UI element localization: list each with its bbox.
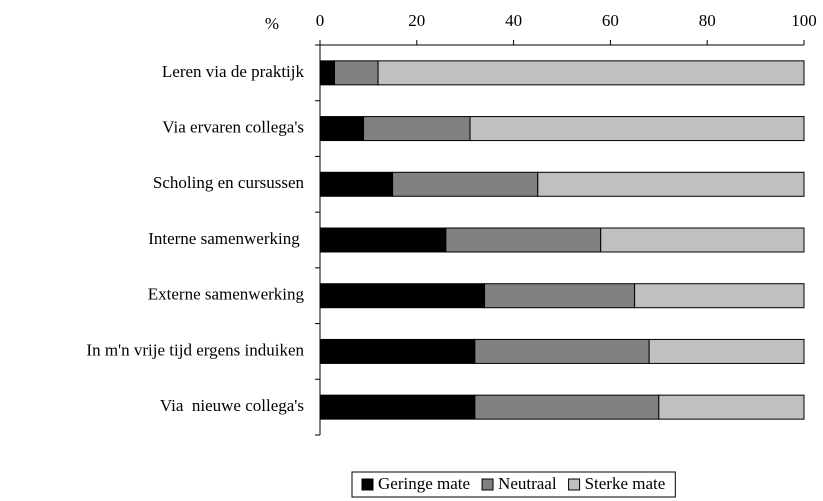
legend: Geringe mate Neutraal Sterke mate — [351, 471, 676, 498]
bar-segment — [319, 394, 476, 420]
bar-segment — [319, 227, 447, 253]
legend-box — [351, 471, 676, 498]
bar-segment — [319, 171, 394, 197]
x-tick-label: 80 — [699, 11, 716, 30]
bar-segment — [634, 283, 805, 309]
bar-segment — [474, 394, 660, 420]
bar-segment — [445, 227, 602, 253]
y-tick-label: Via ervaren collega's — [162, 117, 304, 136]
bar-segment — [658, 394, 805, 420]
y-tick-label: In m'n vrije tijd ergens induiken — [86, 340, 304, 359]
bar-segment — [469, 116, 805, 142]
bar-segment — [484, 283, 636, 309]
bar-segment — [363, 116, 471, 142]
bar-segment — [537, 171, 805, 197]
x-tick-label: 100 — [791, 11, 817, 30]
bar-segment — [319, 60, 336, 86]
bar-segment — [392, 171, 539, 197]
legend-swatch — [361, 478, 374, 491]
legend-swatch — [568, 478, 581, 491]
y-tick-label: Externe samenwerking — [148, 285, 305, 304]
x-tick-label: 0 — [316, 11, 325, 30]
bar-segment — [319, 338, 476, 364]
bar-segment — [474, 338, 650, 364]
y-tick-label: Scholing en cursussen — [153, 173, 305, 192]
legend-label: Geringe mate — [378, 474, 470, 493]
bar-segment — [648, 338, 805, 364]
bar-segment — [319, 116, 365, 142]
legend-label: Neutraal — [498, 474, 557, 493]
x-tick-label: 60 — [602, 11, 619, 30]
x-tick-label: 20 — [408, 11, 425, 30]
y-tick-label: Leren via de praktijk — [162, 62, 305, 81]
bar-segment — [319, 283, 486, 309]
legend-label: Sterke mate — [585, 474, 666, 493]
bar-segment — [600, 227, 805, 253]
legend-swatch — [481, 478, 494, 491]
bar-segment — [377, 60, 805, 86]
y-tick-label: Via nieuwe collega's — [160, 396, 304, 415]
axis-unit-label: % — [265, 14, 279, 33]
x-tick-label: 40 — [505, 11, 522, 30]
y-tick-label: Interne samenwerking — [148, 229, 304, 248]
bar-segment — [334, 60, 379, 86]
